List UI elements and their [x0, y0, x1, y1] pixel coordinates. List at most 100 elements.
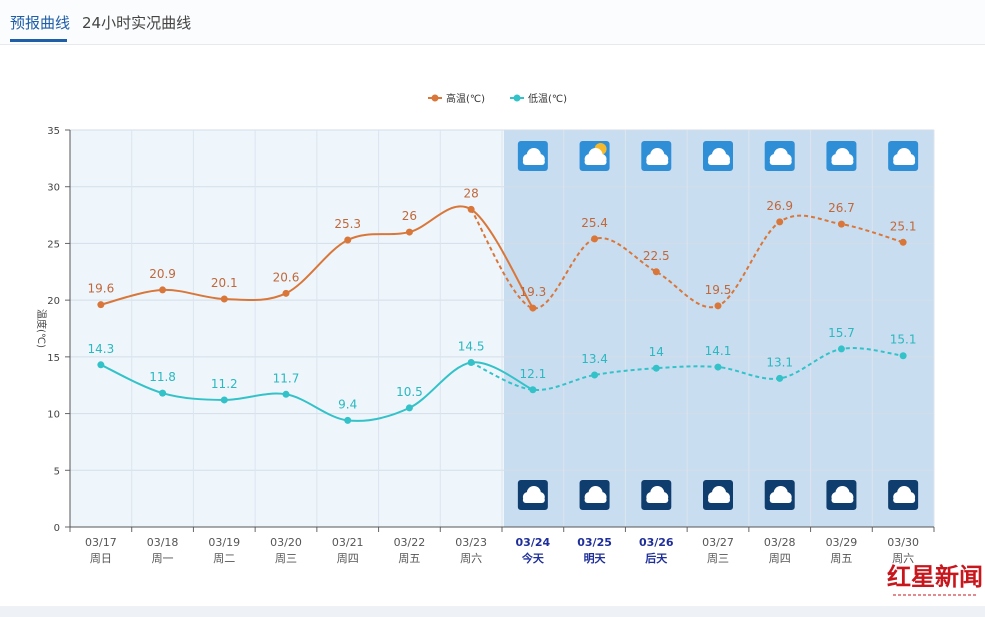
- y-tick-label: 35: [47, 126, 60, 137]
- data-point-1: [344, 416, 352, 424]
- data-label-0: 20.6: [273, 270, 300, 284]
- data-point-1: [714, 363, 722, 371]
- x-tick-weekday: 周三: [707, 552, 729, 565]
- cloudy-icon: [764, 141, 795, 171]
- x-tick-date: 03/24: [516, 536, 551, 549]
- data-label-1: 14.5: [458, 340, 485, 354]
- data-point-1: [159, 389, 167, 397]
- data-label-1: 14.3: [87, 342, 114, 356]
- data-label-0: 19.3: [519, 285, 546, 299]
- y-tick-label: 30: [47, 183, 60, 194]
- cloudy-icon: [517, 141, 548, 171]
- temperature-chart: 0 5 10 15 20 25 30 35 03/17 周日 03/18 周一 03/19 周二 03/20…: [35, 92, 983, 596]
- data-point-0: [282, 289, 290, 297]
- cloudy-night-icon: [579, 480, 610, 510]
- watermark-text: 红星新闻: [887, 562, 983, 591]
- x-tick-date: 03/30: [887, 536, 919, 549]
- cloudy-icon: [826, 141, 857, 171]
- cloudy-icon: [641, 141, 672, 171]
- data-point-1: [467, 359, 475, 367]
- data-label-1: 13.1: [766, 355, 793, 369]
- data-label-0: 26.9: [766, 199, 793, 213]
- data-label-0: 20.9: [149, 267, 176, 281]
- data-point-1: [652, 364, 660, 372]
- x-tick-weekday: 明天: [584, 552, 607, 565]
- data-label-0: 25.3: [334, 217, 361, 231]
- cloudy-night-icon: [517, 480, 548, 510]
- x-tick-weekday: 今天: [521, 551, 545, 565]
- x-tick-date: 03/21: [332, 536, 364, 549]
- tab-bar: 预报曲线 24小时实况曲线: [0, 0, 985, 45]
- cloudy-icon: [703, 141, 733, 171]
- data-label-1: 12.1: [519, 367, 546, 381]
- y-tick-label: 15: [47, 353, 60, 364]
- forecast-background: [504, 130, 934, 527]
- data-point-1: [591, 371, 599, 379]
- y-tick-label: 10: [47, 410, 60, 421]
- legend-item-0[interactable]: 高温(℃): [428, 92, 485, 105]
- cloudy-night-icon: [888, 480, 919, 510]
- cloudy-night-icon: [764, 480, 795, 510]
- x-tick-weekday: 周五: [398, 552, 420, 565]
- data-label-0: 26.7: [828, 201, 855, 215]
- x-tick-weekday: 周一: [152, 552, 174, 565]
- watermark-logo: 红星新闻: [887, 562, 983, 596]
- x-tick-date: 03/20: [270, 536, 302, 549]
- legend-label: 低温(℃): [528, 92, 567, 105]
- x-tick-weekday: 周六: [460, 552, 482, 565]
- x-tick-date: 03/22: [394, 536, 426, 549]
- tab-24h-observed-curve[interactable]: 24小时实况曲线: [82, 14, 192, 32]
- x-tick-date: 03/17: [85, 536, 117, 549]
- data-label-0: 20.1: [211, 276, 238, 290]
- x-tick-date: 03/25: [577, 536, 612, 549]
- x-tick-date: 03/28: [764, 536, 796, 549]
- data-point-0: [405, 228, 413, 236]
- x-tick-weekday: 周四: [337, 552, 359, 565]
- data-label-1: 10.5: [396, 385, 423, 399]
- data-label-0: 25.1: [890, 219, 917, 233]
- y-tick-label: 5: [54, 466, 60, 477]
- data-label-0: 26: [402, 209, 417, 223]
- data-point-0: [529, 304, 537, 312]
- data-label-1: 11.8: [149, 370, 176, 384]
- legend-item-1[interactable]: 低温(℃): [510, 92, 567, 105]
- data-point-0: [159, 286, 167, 294]
- x-tick-date: 03/27: [702, 536, 734, 549]
- data-point-0: [97, 301, 105, 309]
- cloudy-icon: [888, 141, 919, 171]
- x-tick-weekday: 周日: [90, 552, 112, 565]
- data-label-0: 22.5: [643, 249, 670, 263]
- y-tick-label: 20: [47, 296, 60, 307]
- y-tick-label: 25: [47, 239, 60, 250]
- history-background: [70, 130, 504, 527]
- x-tick-weekday: 周五: [830, 552, 852, 565]
- data-point-0: [344, 236, 352, 244]
- data-label-0: 28: [464, 186, 479, 200]
- x-tick-weekday: 周六: [892, 552, 914, 565]
- active-tab-indicator: [10, 39, 67, 42]
- data-point-0: [467, 205, 475, 213]
- x-tick-weekday: 后天: [645, 551, 668, 565]
- data-point-0: [899, 238, 907, 246]
- data-point-1: [97, 361, 105, 369]
- footer-bar: [0, 606, 985, 617]
- cloudy-night-icon: [703, 480, 733, 510]
- data-label-0: 25.4: [581, 216, 608, 230]
- data-label-1: 14.1: [705, 344, 732, 358]
- data-point-1: [220, 396, 228, 404]
- partly-sunny-icon: [579, 141, 610, 171]
- data-point-1: [837, 345, 845, 353]
- data-point-0: [220, 295, 228, 303]
- x-tick-weekday: 周四: [769, 552, 791, 565]
- data-label-1: 13.4: [581, 352, 608, 366]
- x-tick-weekday: 周二: [213, 552, 235, 565]
- cloudy-night-icon: [641, 480, 672, 510]
- data-label-0: 19.6: [87, 282, 114, 296]
- data-label-1: 9.4: [338, 397, 357, 411]
- data-point-1: [899, 352, 907, 360]
- x-tick-date: 03/26: [639, 536, 674, 549]
- data-point-1: [776, 374, 784, 382]
- data-label-1: 11.7: [273, 371, 300, 385]
- tab-forecast-curve[interactable]: 预报曲线: [10, 14, 71, 32]
- y-axis-label: 温度(℃): [35, 309, 48, 348]
